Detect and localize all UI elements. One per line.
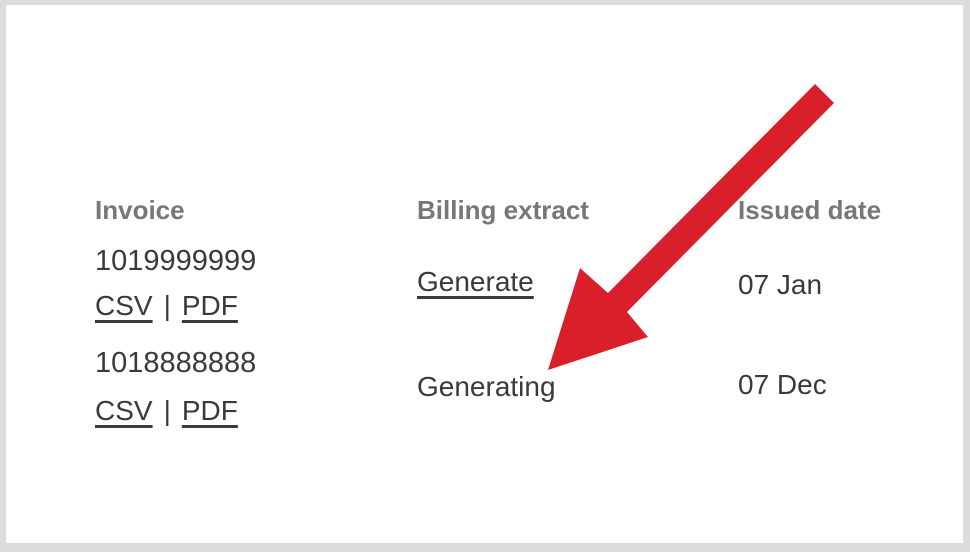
- issued-date-value: 07 Jan: [738, 269, 823, 300]
- invoice-number: 1018888888: [95, 347, 257, 379]
- link-separator: |: [163, 290, 171, 321]
- csv-download-link[interactable]: CSV: [95, 290, 153, 321]
- pdf-download-link[interactable]: PDF: [181, 395, 238, 426]
- issued-date-value: 07 Dec: [738, 369, 827, 400]
- generate-extract-link[interactable]: Generate: [417, 266, 534, 297]
- column-header-billing-extract: Billing extract: [417, 195, 589, 225]
- pdf-download-link[interactable]: PDF: [181, 290, 238, 321]
- invoice-download-links: CSV | PDF: [95, 395, 238, 426]
- csv-download-link[interactable]: CSV: [95, 395, 153, 426]
- column-header-issued-date: Issued date: [738, 195, 882, 225]
- billing-extract-cell: Generate: [417, 266, 534, 297]
- column-header-invoice: Invoice: [95, 195, 185, 225]
- invoice-number: 1019999999: [95, 245, 257, 277]
- extract-status-text: Generating: [417, 371, 556, 402]
- link-separator: |: [163, 395, 171, 426]
- invoice-download-links: CSV | PDF: [95, 290, 238, 321]
